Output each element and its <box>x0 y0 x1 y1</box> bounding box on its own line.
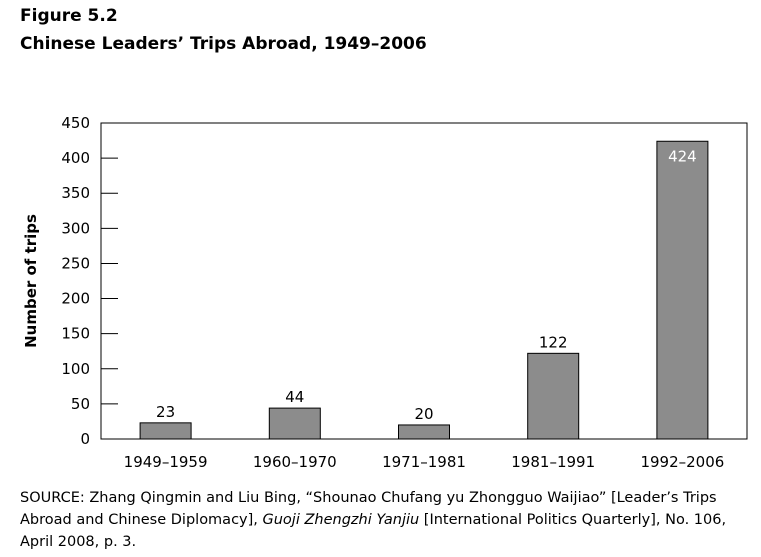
bar-value-label: 424 <box>668 147 697 165</box>
y-tick-label: 450 <box>61 114 90 132</box>
x-tick-label: 1960–1970 <box>253 453 337 471</box>
chart-title: Chinese Leaders’ Trips Abroad, 1949–2006 <box>20 34 427 54</box>
bar <box>527 352 580 440</box>
source-text: SOURCE: Zhang Qingmin and Liu Bing, “Sho… <box>20 490 717 528</box>
bar <box>268 407 321 440</box>
bar-value-label: 23 <box>156 403 175 421</box>
bar <box>656 140 709 440</box>
bar-value-label: 20 <box>414 405 433 423</box>
x-tick-label: 1971–1981 <box>382 453 466 471</box>
x-tick-label: 1949–1959 <box>124 453 208 471</box>
bar-chart: 0 50 100 150 200 250 300 350 400 450 Number of tri… <box>22 114 748 471</box>
y-tick-label: 200 <box>61 290 90 308</box>
y-tick-label: 150 <box>61 325 90 343</box>
x-tick-label: 1981–1991 <box>511 453 595 471</box>
bar <box>139 422 192 440</box>
y-tick-label: 50 <box>71 395 90 413</box>
bar-value-label: 122 <box>539 333 568 351</box>
y-tick-label: 400 <box>61 149 90 167</box>
x-tick-label: 1992–2006 <box>640 453 724 471</box>
source-note: SOURCE: Zhang Qingmin and Liu Bing, “Sho… <box>20 487 750 553</box>
bar-value-label: 44 <box>285 388 304 406</box>
figure-label: Figure 5.2 <box>20 6 118 26</box>
plot-frame <box>100 122 748 440</box>
y-tick-label: 250 <box>61 254 90 272</box>
y-tick-label: 300 <box>61 219 90 237</box>
y-tick-label: 0 <box>80 430 90 448</box>
y-axis-label: Number of trips <box>22 214 40 348</box>
source-text-end: [International Politics Quarterly], No. … <box>20 512 727 550</box>
y-tick-label: 100 <box>61 360 90 378</box>
bar <box>398 424 450 440</box>
source-journal: Guoji Zhengzhi Yanjiu <box>262 512 420 528</box>
y-tick-label: 350 <box>61 184 90 202</box>
